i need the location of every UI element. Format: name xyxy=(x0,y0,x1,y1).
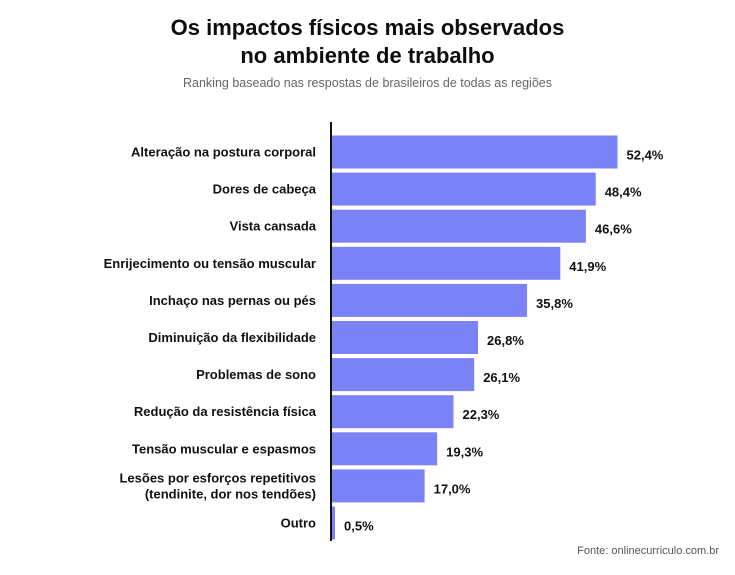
chart-title-line-2: no ambiente de trabalho xyxy=(240,43,495,68)
category-label-3: Enrijecimento ou tensão muscular xyxy=(104,256,316,271)
bar-7 xyxy=(332,395,454,429)
category-label-8: Tensão muscular e espasmos xyxy=(132,441,316,456)
category-label-2: Vista cansada xyxy=(230,219,317,234)
bar-6 xyxy=(332,358,475,392)
bar-2 xyxy=(332,209,586,243)
value-label-9: 17,0% xyxy=(434,481,471,496)
source-note: Fonte: onlinecurriculo.com.br xyxy=(577,545,719,557)
value-label-7: 22,3% xyxy=(463,407,500,422)
value-label-3: 41,9% xyxy=(569,259,606,274)
bar-10 xyxy=(332,506,335,540)
category-label-6: Problemas de sono xyxy=(196,367,316,382)
chart-title-line-1: Os impactos físicos mais observados xyxy=(170,15,565,40)
value-label-0: 52,4% xyxy=(627,148,664,163)
category-label-9-line-0: Lesões por esforços repetitivos xyxy=(119,470,316,485)
chart-subtitle: Ranking baseado nas respostas de brasile… xyxy=(183,76,552,90)
category-label-10: Outro xyxy=(281,516,316,531)
bar-3 xyxy=(332,246,561,280)
bar-4 xyxy=(332,283,528,317)
category-label-5: Diminuição da flexibilidade xyxy=(148,330,316,345)
bar-1 xyxy=(332,172,596,206)
value-label-4: 35,8% xyxy=(536,296,573,311)
bar-8 xyxy=(332,432,438,466)
category-label-4: Inchaço nas pernas ou pés xyxy=(149,293,316,308)
bar-9 xyxy=(332,469,425,503)
value-label-6: 26,1% xyxy=(483,370,520,385)
value-label-1: 48,4% xyxy=(605,185,642,200)
bar-0 xyxy=(332,135,618,169)
value-label-8: 19,3% xyxy=(446,444,483,459)
value-label-5: 26,8% xyxy=(487,333,524,348)
value-label-2: 46,6% xyxy=(595,222,632,237)
chart-title: Os impactos físicos mais observados no a… xyxy=(0,14,735,70)
category-label-7: Redução da resistência física xyxy=(134,404,317,419)
category-label-0: Alteração na postura corporal xyxy=(131,145,316,160)
category-label-1: Dores de cabeça xyxy=(213,182,317,197)
category-label-9-line-1: (tendinite, dor nos tendões) xyxy=(145,486,316,501)
value-label-10: 0,5% xyxy=(344,519,374,534)
bar-5 xyxy=(332,321,479,354)
